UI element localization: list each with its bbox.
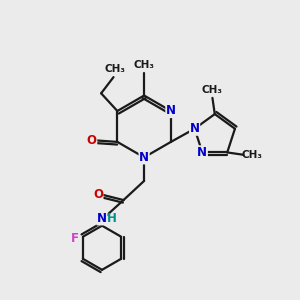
Text: O: O bbox=[93, 188, 103, 201]
Text: H: H bbox=[107, 212, 117, 225]
Text: CH₃: CH₃ bbox=[134, 60, 154, 70]
Text: N: N bbox=[190, 122, 200, 135]
Text: N: N bbox=[97, 212, 107, 225]
Text: N: N bbox=[166, 104, 176, 118]
Text: CH₃: CH₃ bbox=[241, 150, 262, 160]
Text: CH₃: CH₃ bbox=[202, 85, 223, 94]
Text: N: N bbox=[197, 146, 207, 159]
Text: N: N bbox=[139, 151, 149, 164]
Text: O: O bbox=[87, 134, 97, 147]
Text: CH₃: CH₃ bbox=[104, 64, 125, 74]
Text: F: F bbox=[70, 232, 79, 245]
